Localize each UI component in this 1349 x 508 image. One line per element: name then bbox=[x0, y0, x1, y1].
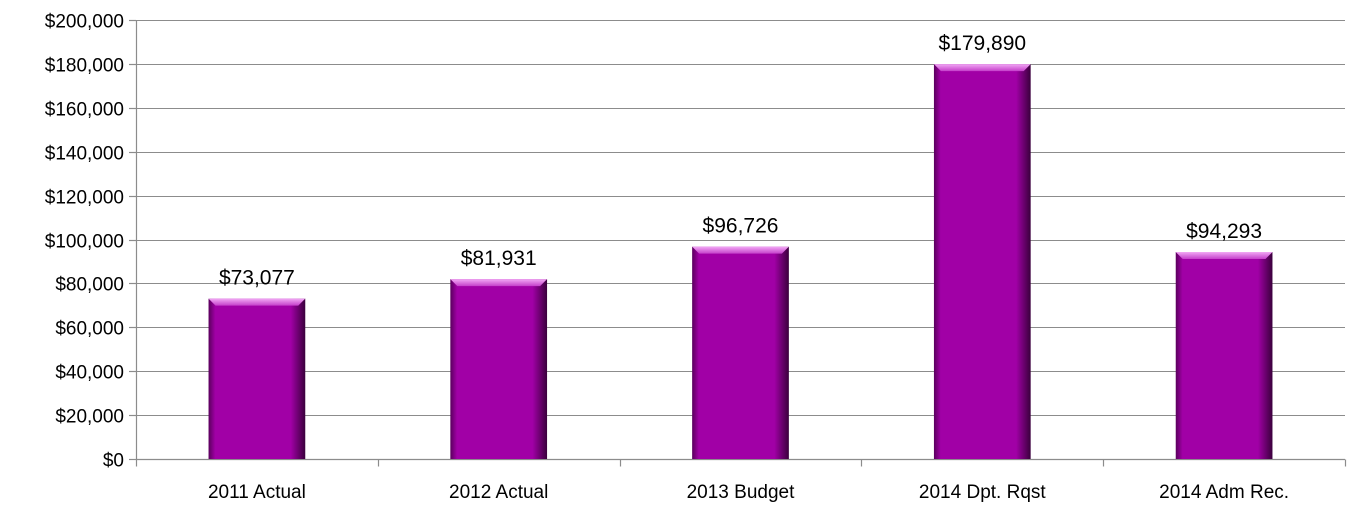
bar-bevel bbox=[933, 64, 1031, 72]
y-tick-label: $100,000 bbox=[45, 232, 124, 253]
bar-bevel bbox=[1175, 252, 1273, 260]
data-label: $179,890 bbox=[939, 32, 1027, 55]
bar bbox=[933, 64, 1031, 459]
y-tick-label: $200,000 bbox=[45, 12, 124, 33]
y-tick-label: $160,000 bbox=[45, 100, 124, 121]
bar bbox=[1175, 252, 1273, 459]
bar-bevel bbox=[208, 298, 306, 306]
labels: $0 $20,000 $40,000 $60,000 $80,000 $100,000 $1… bbox=[45, 12, 1289, 504]
bar-body bbox=[1175, 252, 1273, 459]
y-tick-label: $60,000 bbox=[55, 319, 124, 340]
y-tick-label: $80,000 bbox=[55, 275, 124, 296]
y-tick-label: $180,000 bbox=[45, 56, 124, 77]
data-label: $94,293 bbox=[1186, 220, 1262, 243]
bars bbox=[208, 64, 1273, 459]
bar bbox=[450, 279, 548, 459]
bar-body bbox=[692, 246, 789, 459]
bar-body bbox=[450, 279, 548, 459]
x-tick-label: 2013 Budget bbox=[687, 482, 795, 503]
x-tick-label: 2014 Dpt. Rqst bbox=[919, 482, 1046, 503]
y-tick-label: $140,000 bbox=[45, 144, 124, 165]
data-label: $81,931 bbox=[461, 247, 537, 270]
data-label: $96,726 bbox=[703, 215, 779, 238]
y-tick-label: $40,000 bbox=[55, 363, 124, 384]
x-tick-label: 2014 Adm Rec. bbox=[1159, 482, 1289, 503]
bar bbox=[208, 298, 306, 459]
y-tick-label: $20,000 bbox=[55, 407, 124, 428]
bar-body bbox=[933, 64, 1031, 459]
bar-bevel bbox=[692, 246, 789, 254]
y-tick-label: $0 bbox=[103, 451, 124, 472]
axes bbox=[129, 19, 1347, 467]
data-label: $73,077 bbox=[219, 267, 295, 290]
bar-body bbox=[208, 298, 306, 459]
x-tick-label: 2012 Actual bbox=[449, 482, 548, 503]
gridlines bbox=[136, 20, 1345, 416]
x-tick-label: 2011 Actual bbox=[208, 482, 306, 503]
bar-bevel bbox=[450, 279, 548, 287]
y-tick-label: $120,000 bbox=[45, 188, 124, 209]
bar bbox=[692, 246, 789, 459]
